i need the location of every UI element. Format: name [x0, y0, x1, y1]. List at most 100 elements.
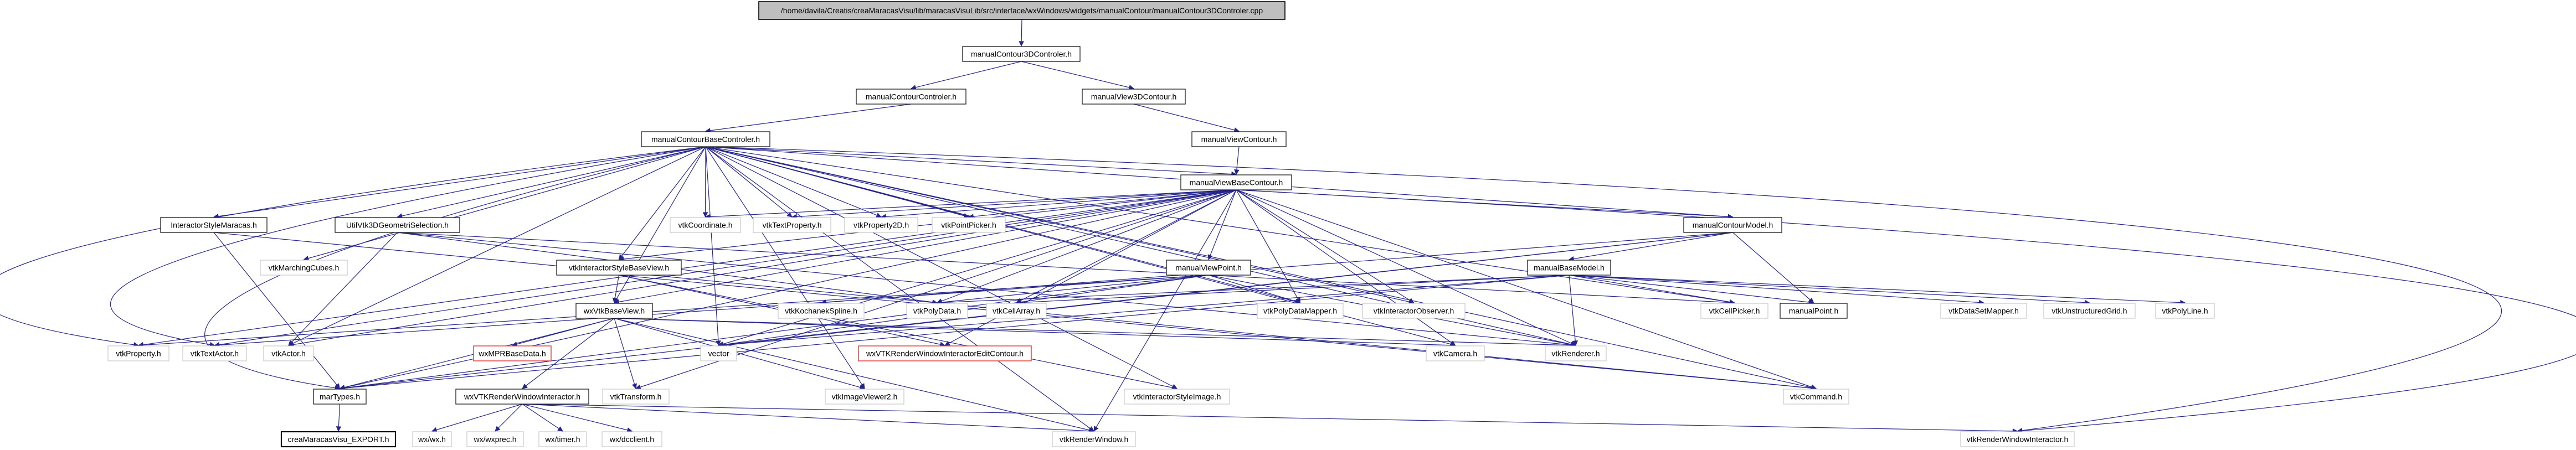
- graph-node-visi[interactable]: vtkInteractorStyleImage.h: [1124, 389, 1230, 405]
- graph-node-vpolyline[interactable]: vtkPolyLine.h: [2155, 303, 2215, 319]
- graph-node-mvp[interactable]: manualViewPoint.h: [1166, 260, 1251, 276]
- graph-node-vrenderer[interactable]: vtkRenderer.h: [1545, 345, 1607, 361]
- include-edge-mbm-to-vpolydata: [937, 275, 1570, 306]
- graph-node-box-vpdm: [1257, 303, 1344, 319]
- graph-node-visbv[interactable]: vtkInteractorStyleBaseView.h: [556, 260, 682, 276]
- graph-node-creaexp[interactable]: creaMaracasVisu_EXPORT.h: [280, 431, 397, 448]
- graph-node-wxdc[interactable]: wx/dcclient.h: [601, 431, 662, 447]
- include-edge-mbm-to-vug: [1569, 275, 2090, 306]
- graph-node-vdsm[interactable]: vtkDataSetMapper.h: [1940, 303, 2027, 319]
- include-edge-mcm-to-mbm: [1569, 232, 1733, 262]
- graph-node-mpoint[interactable]: manualPoint.h: [1780, 303, 1848, 319]
- include-edge-mvbc-to-vpdm: [1236, 189, 1301, 303]
- graph-node-vug[interactable]: vtkUnstructuredGrid.h: [2043, 303, 2136, 319]
- graph-node-util[interactable]: UtilVtk3DGeometriSelection.h: [335, 217, 460, 233]
- include-edge-wxrwi-to-wxtimer: [522, 404, 563, 432]
- graph-node-vpdm[interactable]: vtkPolyDataMapper.h: [1257, 303, 1344, 319]
- graph-node-box-mv3d: [1082, 89, 1186, 105]
- graph-node-ism[interactable]: InteractorStyleMaracas.h: [160, 217, 268, 233]
- graph-node-vpointpicker[interactable]: vtkPointPicker.h: [932, 217, 1006, 233]
- graph-node-root[interactable]: /home/davila/Creatis/creaMaracasVisu/lib…: [758, 1, 1286, 20]
- graph-node-vcoord[interactable]: vtkCoordinate.h: [670, 217, 741, 233]
- include-edge-wxbv-to-vrw: [614, 318, 1094, 433]
- include-edge-mvbc-to-vpointpicker: [968, 189, 1237, 219]
- include-edge-mvbc-to-vprop2d: [881, 189, 1237, 220]
- include-edge-mcbc-to-util: [397, 146, 706, 219]
- graph-node-label-ism: InteractorStyleMaracas.h: [171, 221, 257, 230]
- graph-node-box-wxbv: [575, 303, 653, 319]
- include-edge-mc3d-to-mcc: [911, 61, 1022, 90]
- graph-node-wxrwi[interactable]: wxVTKRenderWindowInteractor.h: [455, 389, 589, 405]
- graph-node-vio[interactable]: vtkInteractorObserver.h: [1362, 303, 1466, 319]
- graph-node-box-creaexp: [280, 431, 397, 448]
- graph-node-martypes[interactable]: marTypes.h: [313, 389, 367, 405]
- graph-node-vproperty[interactable]: vtkProperty.h: [107, 345, 169, 361]
- include-edge-wxrwi-to-wxprec: [495, 404, 523, 432]
- graph-node-mvbc[interactable]: manualViewBaseContour.h: [1180, 174, 1292, 190]
- graph-node-label-vrw: vtkRenderWindow.h: [1060, 435, 1129, 444]
- graph-node-mv3d[interactable]: manualView3DContour.h: [1082, 89, 1186, 105]
- include-edge-util-to-vcellpicker: [397, 232, 1735, 306]
- graph-node-vkoch[interactable]: vtkKochanekSpline.h: [778, 303, 865, 319]
- include-edge-mvp-to-vtextactor: [214, 275, 1209, 348]
- graph-node-vmarching[interactable]: vtkMarchingCubes.h: [260, 260, 348, 276]
- include-edge-mvbc-to-vrw: [1093, 189, 1237, 432]
- graph-node-wxprec[interactable]: wx/wxprec.h: [466, 431, 524, 447]
- include-edge-wxrwi-to-wxdc: [522, 404, 633, 433]
- graph-node-label-vec: vector: [708, 349, 729, 358]
- graph-node-vcamera[interactable]: vtkCamera.h: [1426, 345, 1485, 361]
- graph-node-mvc[interactable]: manualViewContour.h: [1191, 131, 1287, 147]
- graph-node-vcellpicker[interactable]: vtkCellPicker.h: [1700, 303, 1768, 319]
- graph-node-mc3d[interactable]: manualContour3DControler.h: [962, 46, 1081, 62]
- graph-node-box-vcellarray: [986, 303, 1047, 319]
- graph-node-wxwx[interactable]: wx/wx.h: [412, 431, 452, 447]
- graph-node-box-visi: [1124, 389, 1230, 405]
- graph-node-mcbc[interactable]: manualContourBaseControler.h: [641, 131, 770, 147]
- graph-node-wxtimer[interactable]: wx/timer.h: [538, 431, 587, 447]
- include-edge-mvp-to-vpolydata: [937, 275, 1209, 305]
- graph-node-label-vug: vtkUnstructuredGrid.h: [2051, 307, 2127, 315]
- graph-node-box-vio: [1362, 303, 1466, 319]
- graph-node-box-ism: [160, 217, 268, 233]
- graph-node-label-vmarching: vtkMarchingCubes.h: [269, 263, 340, 272]
- include-edge-mcbc-to-visi: [705, 146, 1178, 389]
- include-edge-mcbc-to-ism: [213, 146, 706, 219]
- graph-node-label-mcc: manualContourControler.h: [866, 92, 957, 101]
- graph-node-vrwi[interactable]: vtkRenderWindowInteractor.h: [1960, 431, 2075, 447]
- graph-node-label-mv3d: manualView3DContour.h: [1091, 92, 1177, 101]
- graph-node-viv2[interactable]: vtkImageViewer2.h: [825, 389, 904, 405]
- graph-node-vtransform[interactable]: vtkTransform.h: [602, 389, 670, 405]
- graph-node-mbm[interactable]: manualBaseModel.h: [1527, 260, 1611, 276]
- graph-node-vec[interactable]: vector: [700, 345, 737, 361]
- graph-node-mcc[interactable]: manualContourControler.h: [856, 89, 966, 105]
- graph-node-wxmpr[interactable]: wxMPRBaseData.h: [473, 345, 552, 361]
- graph-node-box-wxtimer: [538, 431, 587, 447]
- graph-node-vpolydata[interactable]: vtkPolyData.h: [906, 303, 968, 319]
- graph-node-label-vcommand: vtkCommand.h: [1790, 392, 1842, 401]
- graph-node-box-mbm: [1527, 260, 1611, 276]
- graph-node-label-vcellarray: vtkCellArray.h: [993, 307, 1040, 315]
- include-edge-mbm-to-vcellpicker: [1569, 275, 1735, 305]
- graph-node-box-vmarching: [260, 260, 348, 276]
- graph-node-mcm[interactable]: manualContourModel.h: [1683, 217, 1782, 233]
- graph-node-vprop2d[interactable]: vtkProperty2D.h: [844, 217, 918, 233]
- include-edge-mvbc-to-vrwi: [1236, 189, 2576, 434]
- include-edge-mvbc-to-wxbv: [614, 189, 1237, 305]
- include-edge-mvc-to-mvbc: [1234, 146, 1240, 175]
- graph-node-label-vio: vtkInteractorObserver.h: [1374, 307, 1454, 315]
- graph-node-vcommand[interactable]: vtkCommand.h: [1783, 389, 1849, 405]
- graph-node-vtextprop[interactable]: vtkTextProperty.h: [753, 217, 831, 233]
- graph-node-box-vrenderer: [1545, 345, 1607, 361]
- include-edge-root-to-mc3d: [1019, 19, 1024, 46]
- graph-node-wxrwiec[interactable]: wxVTKRenderWindowInteractorEditContour.h: [858, 345, 1032, 361]
- include-edge-mcm-to-vkoch: [820, 232, 1733, 306]
- include-edge-mbm-to-vec: [718, 275, 1570, 348]
- graph-node-label-vdsm: vtkDataSetMapper.h: [1948, 307, 2019, 315]
- graph-node-vcellarray[interactable]: vtkCellArray.h: [986, 303, 1047, 319]
- graph-node-wxbv[interactable]: wxVtkBaseView.h: [575, 303, 653, 319]
- graph-node-vrw[interactable]: vtkRenderWindow.h: [1052, 431, 1136, 447]
- graph-node-box-vtextprop: [753, 217, 831, 233]
- graph-node-vactor[interactable]: vtkActor.h: [263, 345, 314, 361]
- graph-node-vtextactor[interactable]: vtkTextActor.h: [182, 345, 247, 361]
